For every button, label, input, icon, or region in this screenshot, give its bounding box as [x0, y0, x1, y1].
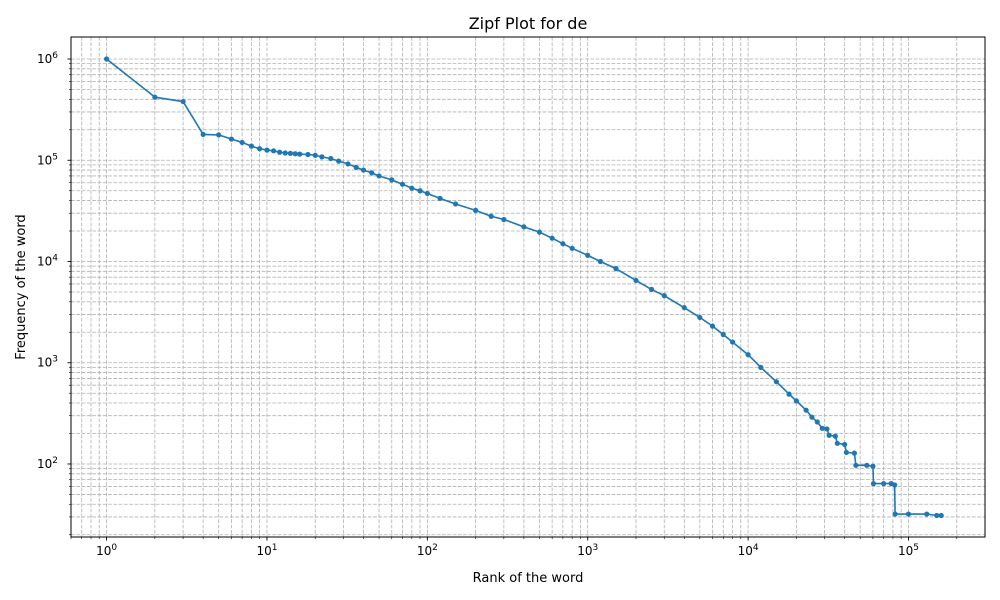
data-point — [248, 143, 255, 149]
y-axis-label: Frequency of the word — [14, 214, 29, 359]
data-point — [843, 449, 849, 456]
data-point — [824, 426, 830, 432]
data-point — [437, 195, 443, 201]
data-point — [814, 419, 820, 425]
data-point — [773, 379, 779, 385]
data-point — [870, 481, 877, 487]
y-tick-label: 104 — [37, 253, 58, 268]
data-point — [424, 190, 430, 197]
data-point — [758, 364, 764, 370]
data-point — [934, 512, 940, 519]
data-point — [851, 450, 857, 456]
data-point — [892, 482, 898, 488]
data-point — [864, 462, 870, 468]
data-point — [826, 432, 832, 438]
data-point — [793, 398, 799, 404]
data-point — [488, 213, 494, 219]
x-tick-label: 102 — [417, 543, 438, 558]
x-tick-label: 105 — [898, 543, 919, 558]
data-point — [452, 201, 459, 207]
data-point — [549, 235, 555, 241]
data-point — [399, 181, 406, 187]
data-point — [376, 173, 382, 179]
x-tick-label: 101 — [256, 543, 277, 558]
data-point — [809, 414, 815, 420]
data-point — [277, 149, 283, 155]
data-point — [881, 481, 887, 487]
data-point — [613, 266, 619, 272]
data-point — [924, 511, 930, 517]
y-tick-label: 102 — [37, 456, 58, 471]
data-point — [292, 151, 298, 157]
data-point — [345, 161, 351, 167]
data-point — [319, 154, 325, 160]
data-point — [152, 94, 158, 100]
data-point — [819, 425, 825, 431]
grid-lines — [70, 37, 985, 537]
data-point — [103, 56, 110, 62]
data-point — [842, 441, 848, 448]
data-point — [853, 462, 859, 468]
x-tick-label: 103 — [577, 543, 598, 558]
data-point — [745, 352, 751, 358]
y-tick-label: 103 — [37, 355, 58, 370]
y-tick-label: 105 — [37, 152, 58, 167]
data-point — [271, 148, 277, 154]
data-point — [305, 151, 311, 158]
y-tick-label: 106 — [37, 51, 58, 66]
data-point — [697, 314, 703, 321]
data-point — [312, 152, 318, 158]
data-point — [681, 305, 687, 311]
data-point — [597, 258, 604, 265]
data-point — [661, 293, 667, 299]
data-point — [369, 170, 375, 176]
data-point — [870, 463, 876, 469]
data-point — [417, 188, 423, 194]
x-tick-label: 104 — [738, 543, 759, 558]
data-point — [720, 331, 726, 338]
data-point — [336, 158, 342, 164]
data-point — [633, 277, 639, 284]
data-point — [729, 339, 736, 345]
plot-area-frame — [70, 36, 986, 538]
data-point — [648, 286, 655, 293]
data-point — [297, 151, 303, 157]
series-layer — [103, 56, 944, 519]
data-point — [560, 241, 566, 247]
data-point — [287, 150, 293, 156]
data-point — [409, 185, 415, 191]
data-point — [938, 512, 944, 519]
data-point — [709, 323, 716, 329]
data-point — [257, 146, 263, 152]
data-point — [569, 245, 575, 251]
data-point — [892, 511, 898, 517]
data-point — [905, 511, 912, 517]
data-point — [200, 131, 206, 138]
data-point — [389, 177, 395, 183]
x-axis-label: Rank of the word — [473, 571, 584, 586]
data-point — [536, 229, 543, 235]
data-point — [786, 391, 792, 397]
x-tick-label: 100 — [96, 543, 117, 558]
data-point — [585, 252, 591, 258]
axis-ticks: 100 101 102 103 104 105 102 103 104 105 106 — [37, 51, 958, 558]
data-point — [180, 98, 186, 105]
data-point — [501, 216, 507, 223]
data-point — [832, 433, 838, 439]
data-point — [228, 136, 234, 142]
data-point — [360, 167, 367, 173]
data-point — [521, 224, 527, 230]
data-point — [473, 207, 479, 213]
chart-title: Zipf Plot for de — [469, 14, 588, 33]
data-point — [834, 440, 840, 446]
data-point — [803, 407, 809, 413]
data-point — [216, 132, 222, 138]
data-point — [353, 164, 359, 170]
data-point — [328, 155, 334, 162]
data-point — [282, 150, 288, 156]
data-point — [264, 147, 270, 153]
data-point — [239, 139, 245, 146]
